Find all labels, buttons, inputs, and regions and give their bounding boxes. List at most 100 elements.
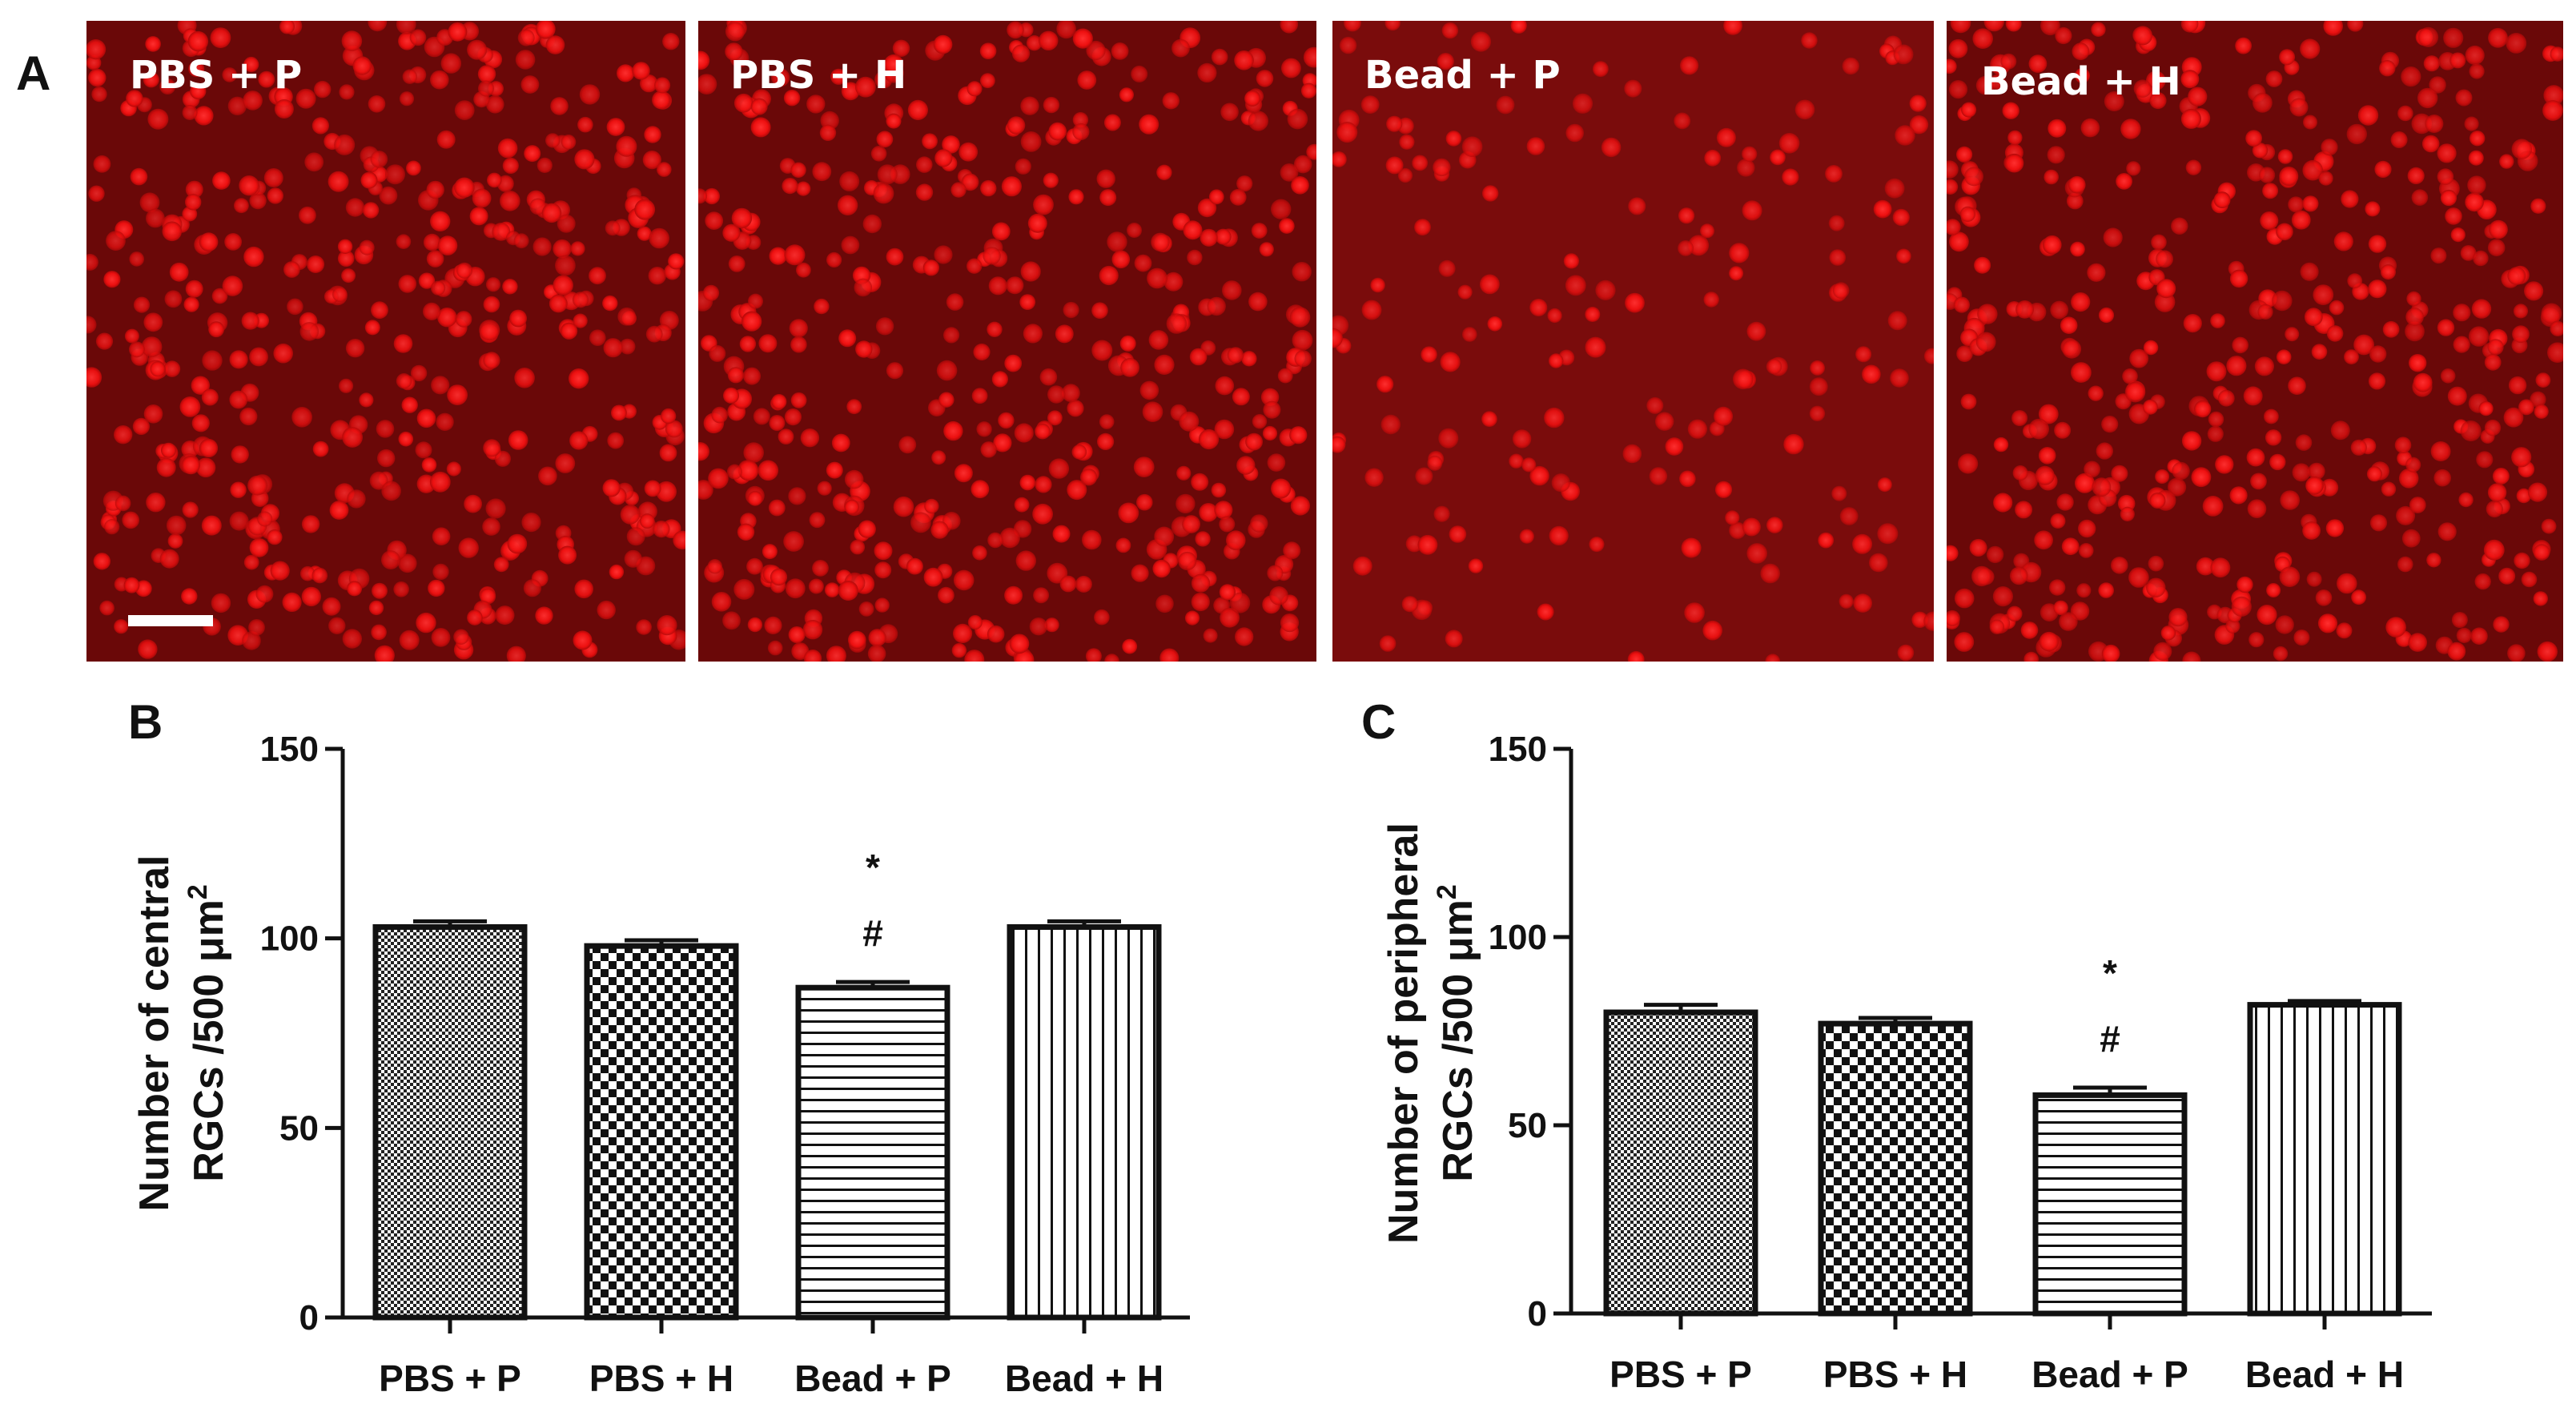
cell-nucleus [1954, 632, 1975, 652]
cell-nucleus [1019, 474, 1036, 491]
cell-nucleus [1227, 347, 1244, 364]
cell-nucleus [423, 233, 441, 251]
cell-nucleus [1688, 235, 1710, 256]
cell-nucleus [2533, 544, 2550, 561]
cell-nucleus [616, 135, 637, 157]
cell-nucleus [1961, 102, 1977, 118]
cell-nucleus [2483, 539, 2505, 561]
cell-nucleus [1147, 268, 1167, 289]
cell-nucleus [257, 511, 273, 527]
cell-nucleus [1887, 311, 1907, 331]
cell-nucleus [2293, 630, 2310, 646]
cell-nucleus [1293, 155, 1312, 174]
cell-nucleus [2053, 600, 2068, 616]
cell-nucleus [179, 396, 201, 417]
cell-nucleus [2143, 399, 2158, 415]
cell-nucleus [698, 74, 717, 95]
cell-nucleus [1155, 594, 1174, 613]
cell-nucleus [446, 461, 461, 477]
cell-nucleus [437, 308, 457, 328]
cell-nucleus [467, 609, 483, 626]
cell-nucleus [654, 77, 671, 94]
cell-nucleus [841, 82, 860, 101]
cell-nucleus [2357, 105, 2379, 126]
cell-nucleus [1746, 543, 1767, 564]
cell-nucleus [747, 491, 763, 506]
cell-nucleus [239, 407, 258, 426]
cell-nucleus [561, 135, 577, 150]
x-tick-label: Bead + P [794, 1358, 951, 1399]
cell-nucleus [1175, 493, 1196, 514]
cell-nucleus [1526, 137, 1545, 155]
cell-nucleus [2276, 349, 2292, 365]
cell-nucleus [1219, 516, 1236, 533]
cell-nucleus [1742, 146, 1758, 162]
cell-nucleus [1222, 280, 1242, 300]
cell-nucleus [844, 499, 860, 515]
cell-nucleus [862, 214, 882, 234]
cell-nucleus [2009, 566, 2028, 585]
cell-nucleus [2034, 530, 2054, 550]
cell-nucleus [1207, 296, 1226, 316]
cell-nucleus [431, 280, 446, 296]
cell-nucleus [1782, 168, 1799, 186]
cell-nucleus [2149, 91, 2167, 110]
cell-nucleus [141, 336, 163, 357]
cell-nucleus [1154, 526, 1175, 547]
cell-nucleus [1977, 304, 1998, 324]
cell-nucleus [429, 471, 451, 493]
cell-nucleus [130, 167, 148, 186]
cell-nucleus [2096, 442, 2113, 460]
cell-nucleus [2437, 168, 2454, 185]
cell-nucleus [517, 29, 535, 46]
cell-nucleus [1020, 261, 1041, 282]
cell-nucleus [483, 352, 500, 369]
cell-nucleus [1063, 301, 1079, 319]
cell-nucleus [2406, 291, 2421, 307]
cell-nucleus [1401, 596, 1418, 613]
cell-nucleus [1120, 358, 1139, 377]
cell-nucleus [790, 162, 806, 178]
cell-nucleus [991, 222, 1011, 241]
cell-nucleus [1549, 353, 1564, 368]
cell-nucleus [507, 533, 528, 554]
cell-nucleus [162, 221, 183, 242]
cell-nucleus [1909, 95, 1927, 112]
cell-nucleus [1283, 541, 1301, 560]
cell-nucleus [211, 288, 228, 304]
cell-nucleus [1714, 406, 1734, 426]
cell-nucleus [2429, 76, 2446, 94]
cell-nucleus [515, 50, 536, 70]
cell-nucleus [987, 625, 1005, 643]
cell-nucleus [1646, 396, 1664, 414]
cell-nucleus [1855, 346, 1872, 363]
cell-nucleus [2285, 327, 2300, 342]
cell-nucleus [2541, 303, 2562, 324]
cell-nucleus [1839, 507, 1859, 525]
cell-nucleus [753, 408, 770, 425]
cell-nucleus [86, 367, 102, 388]
cell-nucleus [946, 293, 964, 311]
cell-nucleus [146, 208, 165, 228]
cell-nucleus [788, 487, 806, 505]
cell-nucleus [1684, 602, 1705, 623]
cell-nucleus [1622, 444, 1642, 464]
cell-nucleus [2072, 42, 2090, 61]
cell-nucleus [942, 135, 960, 154]
cell-nucleus [2374, 160, 2392, 178]
cell-nucleus [352, 56, 372, 75]
cell-nucleus [2061, 537, 2080, 556]
cell-nucleus [839, 171, 860, 191]
cell-nucleus [1067, 480, 1087, 501]
cell-nucleus [2023, 651, 2039, 662]
cell-nucleus [2188, 86, 2208, 107]
cell-nucleus [934, 245, 953, 264]
cell-nucleus [657, 162, 672, 177]
cell-nucleus [606, 118, 625, 136]
cell-nucleus [999, 527, 1020, 549]
cell-nucleus [188, 60, 205, 78]
cell-nucleus [1118, 502, 1139, 524]
cell-nucleus [850, 539, 866, 555]
cell-nucleus [1219, 584, 1236, 601]
cell-nucleus [1468, 558, 1484, 573]
